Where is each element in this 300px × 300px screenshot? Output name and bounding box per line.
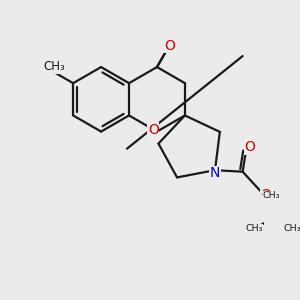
Text: O: O xyxy=(244,140,256,154)
Text: O: O xyxy=(148,123,159,137)
Text: CH₃: CH₃ xyxy=(263,191,280,200)
Text: O: O xyxy=(164,39,175,53)
Text: CH₃: CH₃ xyxy=(245,224,263,233)
Text: CH₃: CH₃ xyxy=(284,224,300,233)
Text: CH₃: CH₃ xyxy=(44,60,65,74)
Text: O: O xyxy=(260,188,271,203)
Text: N: N xyxy=(210,166,220,180)
